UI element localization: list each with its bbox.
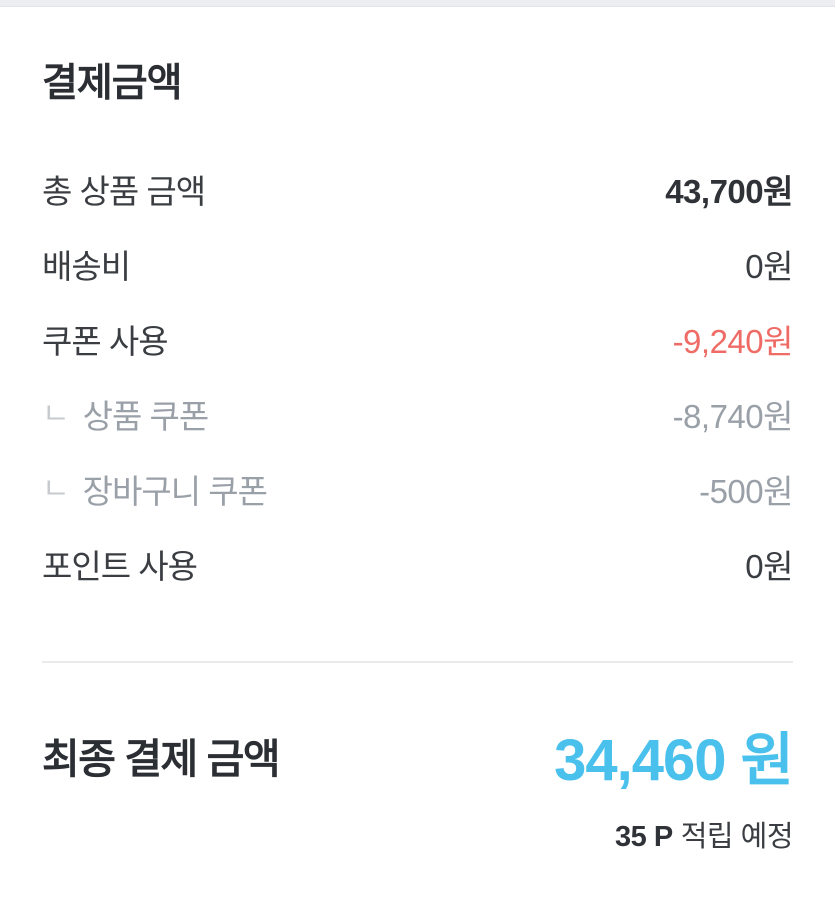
row-label: 포인트 사용 — [42, 547, 198, 585]
row-label: 총 상품 금액 — [42, 172, 206, 210]
row-value: 0원 — [745, 247, 793, 285]
row-total-product-amount: 총 상품 금액 43,700원 — [42, 151, 793, 226]
row-label: 배송비 — [42, 247, 131, 285]
row-label: 쿠폰 사용 — [42, 322, 169, 360]
row-value: 0원 — [745, 547, 793, 585]
points-accrual-note: 35 P 적립 예정 — [42, 813, 793, 855]
row-value: 43,700원 — [665, 172, 793, 210]
row-cart-coupon: ㄴ 장바구니 쿠폰 -500원 — [42, 451, 793, 526]
payment-summary-section: 결제금액 총 상품 금액 43,700원 배송비 0원 쿠폰 사용 -9,240… — [0, 61, 835, 855]
row-label: ㄴ 상품 쿠폰 — [42, 390, 210, 438]
row-label-text: 상품 쿠폰 — [82, 397, 210, 435]
price-rows: 총 상품 금액 43,700원 배송비 0원 쿠폰 사용 -9,240원 ㄴ 상… — [42, 151, 794, 601]
row-product-coupon: ㄴ 상품 쿠폰 -8,740원 — [42, 376, 794, 451]
points-amount: 35 P — [615, 821, 673, 853]
branch-icon: ㄴ — [42, 472, 70, 506]
row-label: ㄴ 장바구니 쿠폰 — [42, 465, 268, 513]
row-value: -8,740원 — [672, 397, 794, 435]
row-points-used: 포인트 사용 0원 — [42, 526, 793, 601]
row-coupon-used: 쿠폰 사용 -9,240원 — [42, 301, 794, 376]
section-title: 결제금액 — [42, 62, 183, 105]
row-shipping-fee: 배송비 0원 — [42, 226, 793, 301]
row-value: -9,240원 — [672, 322, 794, 360]
row-label-text: 장바구니 쿠폰 — [82, 472, 268, 510]
divider — [42, 661, 793, 663]
final-payment-label: 최종 결제 금액 — [42, 736, 281, 782]
section-separator-band — [0, 0, 835, 7]
branch-icon: ㄴ — [42, 397, 70, 431]
final-payment-row: 최종 결제 금액 34,460 원 — [42, 713, 794, 797]
points-note-text: 적립 예정 — [680, 821, 794, 853]
final-payment-value: 34,460 원 — [554, 728, 794, 793]
row-value: -500원 — [699, 472, 793, 510]
